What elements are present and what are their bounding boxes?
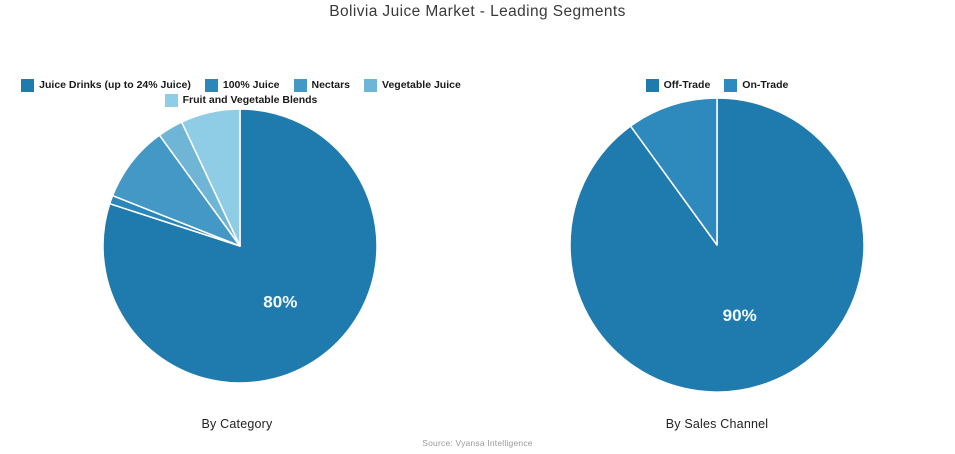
legend-item-on-trade: On-Trade [724, 78, 788, 92]
legend-sales-channel: Off-Trade On-Trade [560, 78, 874, 92]
legend-item-off-trade: Off-Trade [645, 78, 711, 92]
legend-swatch-icon [364, 78, 378, 92]
legend-swatch-icon [21, 78, 35, 92]
legend-item-fruit-and-vegetable-blends: Fruit and Vegetable Blends [164, 93, 318, 107]
pie-by-sales-channel: 90% [569, 97, 865, 393]
source-text: Source: Vyansa Intelligence [422, 438, 533, 448]
legend-swatch-icon [293, 78, 307, 92]
caption-sales-channel: By Sales Channel [665, 417, 769, 431]
legend-row: Off-Trade On-Trade [560, 78, 874, 92]
legend-item-100-juice: 100% Juice [204, 78, 280, 92]
legend-item-label: Fruit and Vegetable Blends [182, 94, 318, 106]
legend-item-vegetable-juice: Vegetable Juice [364, 78, 461, 92]
legend-swatch-icon [724, 78, 738, 92]
legend-item-juice-drinks-up-to-24-juice: Juice Drinks (up to 24% Juice) [21, 78, 191, 92]
legend-category: Juice Drinks (up to 24% Juice) 100% Juice… [20, 78, 462, 107]
pie-slice-percentage-label: 90% [723, 306, 757, 325]
pie-slice-percentage-label: 80% [263, 292, 297, 311]
legend-swatch-icon [204, 78, 218, 92]
legend-item-label: 100% Juice [222, 79, 280, 91]
legend-swatch-icon [645, 78, 659, 92]
chart-title: Bolivia Juice Market - Leading Segments [329, 3, 626, 20]
legend-row: Fruit and Vegetable Blends [20, 93, 462, 107]
legend-swatch-icon [164, 93, 178, 107]
pie-slice-fruit-and-vegetable-blends [180, 108, 241, 247]
legend-item-nectars: Nectars [293, 78, 351, 92]
pie-slice-on-trade [629, 97, 718, 246]
legend-item-label: On-Trade [742, 79, 789, 91]
legend-item-label: Nectars [311, 79, 351, 91]
legend-item-label: Off-Trade [663, 79, 711, 91]
caption-category: By Category [201, 417, 273, 431]
pie-by-category: 80% [102, 108, 378, 384]
legend-item-label: Vegetable Juice [382, 79, 461, 91]
legend-item-label: Juice Drinks (up to 24% Juice) [39, 79, 191, 91]
legend-row: Juice Drinks (up to 24% Juice) 100% Juice… [20, 78, 462, 92]
